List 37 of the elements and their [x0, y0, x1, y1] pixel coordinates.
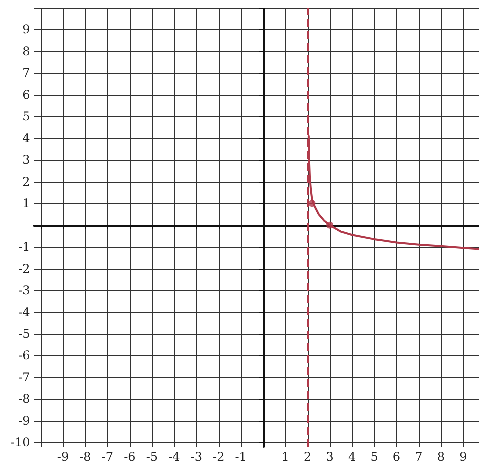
y-tick-label: 1	[22, 196, 30, 211]
y-tick-label: -5	[18, 326, 30, 341]
x-tick-label: -8	[80, 450, 92, 464]
y-tick-label: -9	[18, 414, 30, 428]
y-tick-label: -8	[18, 392, 30, 406]
y-tick-label: -4	[18, 305, 31, 320]
x-tick-label: 6	[392, 450, 401, 464]
y-tick-label: -10	[10, 436, 30, 450]
x-tick-label: 7	[415, 450, 423, 464]
x-tick-label: 2	[304, 450, 312, 464]
y-tick-label: 9	[22, 22, 30, 37]
x-tick-label: -1	[235, 450, 247, 464]
y-tick-label: -3	[18, 284, 30, 298]
x-tick-label: -5	[146, 450, 158, 464]
y-tick-label: 4	[22, 131, 31, 146]
y-tick-label: -1	[18, 240, 30, 254]
y-tick-label: 6	[22, 88, 30, 102]
x-tick-label: -9	[57, 450, 70, 464]
x-tick-label: 8	[437, 450, 446, 464]
y-tick-label: 3	[22, 153, 30, 168]
x-tick-label: 5	[370, 450, 378, 464]
x-tick-label: -3	[190, 450, 202, 464]
y-tick-label: 5	[22, 110, 30, 124]
x-tick-label: 9	[460, 450, 468, 464]
x-tick-label: -2	[213, 450, 225, 464]
y-tick-label: -2	[18, 262, 30, 276]
x-tick-label: -7	[102, 450, 114, 464]
x-tick-label: -6	[124, 450, 136, 464]
y-tick-label: 2	[22, 174, 30, 189]
y-tick-label: 8	[22, 44, 30, 58]
y-tick-label: -6	[18, 348, 30, 363]
y-tick-label: -7	[18, 370, 30, 384]
x-tick-label: 4	[348, 450, 356, 464]
x-tick-label: -4	[168, 450, 181, 464]
x-tick-label: 3	[326, 450, 334, 464]
x-tick-label: 1	[282, 450, 290, 464]
y-tick-label: 7	[22, 66, 30, 80]
